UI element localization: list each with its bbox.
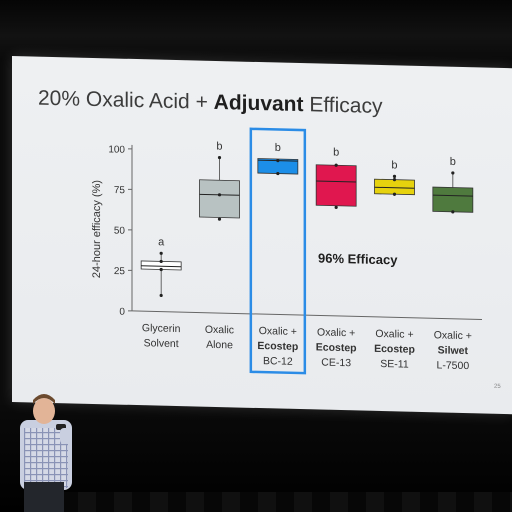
category-label-line1: Oxalic + (375, 328, 413, 341)
data-point (159, 251, 163, 255)
x-axis-line (132, 310, 482, 320)
efficacy-annotation: 96% Efficacy (318, 250, 398, 267)
median-line (316, 180, 357, 183)
data-point (217, 155, 222, 160)
median-line (432, 194, 473, 197)
highlight-frame (249, 127, 307, 375)
significance-letter: b (333, 147, 339, 159)
significance-letter: b (391, 159, 397, 171)
presenter-figure (20, 394, 72, 512)
category-label-line3: BC-12 (263, 355, 293, 368)
stage-curtain (0, 0, 512, 60)
y-axis-label: 24-hour efficacy (%) (91, 180, 103, 279)
category-label-line2: Alone (206, 339, 233, 352)
median-line (141, 265, 182, 268)
y-tick-label: 100 (108, 144, 125, 155)
data-point (159, 267, 163, 272)
data-point (217, 217, 222, 221)
data-point (451, 210, 455, 214)
y-tick-label: 25 (114, 266, 126, 277)
category-label-line1: Glycerin (142, 322, 181, 335)
data-point (159, 293, 163, 298)
auditorium-seats (60, 492, 512, 512)
category-label-line3: CE-13 (321, 357, 351, 370)
data-point (334, 205, 338, 209)
data-point (451, 171, 455, 175)
data-point (217, 193, 222, 197)
category-label-line2: Ecostep (257, 340, 298, 353)
category-label-line2: Solvent (144, 337, 179, 350)
data-point (392, 174, 397, 179)
category-label-line3: L-7500 (436, 359, 469, 372)
data-point (392, 178, 397, 182)
significance-letter: a (158, 236, 165, 248)
box-plot-chart: 24-hour efficacy (%) 96% Efficacy 0 25 50 7… (91, 127, 482, 375)
category-label-line1: Oxalic (205, 324, 234, 337)
data-point (276, 158, 280, 163)
category-label-line3: SE-11 (380, 358, 409, 371)
category-label-line2: Ecostep (374, 343, 415, 356)
significance-letter: b (216, 140, 222, 152)
category-label-line2: Ecostep (316, 341, 357, 354)
data-point (276, 171, 280, 176)
y-tick-label: 0 (119, 307, 125, 318)
data-point (159, 259, 163, 264)
y-tick-label: 50 (114, 225, 126, 236)
category-label-line2: Silwet (438, 344, 469, 357)
box-2 (199, 179, 240, 219)
y-tick-label: 75 (114, 185, 126, 196)
data-point (392, 192, 397, 196)
data-point (334, 163, 338, 167)
projection-screen: 20% Oxalic Acid + Adjuvant Efficacy 24-h… (12, 56, 512, 415)
category-label-line1: Oxalic + (317, 326, 355, 339)
median-line (374, 186, 415, 189)
significance-letter: b (450, 156, 456, 168)
category-label-line1: Oxalic + (434, 329, 472, 342)
category-label-line1: Oxalic + (259, 325, 297, 338)
significance-letter: b (275, 142, 281, 154)
